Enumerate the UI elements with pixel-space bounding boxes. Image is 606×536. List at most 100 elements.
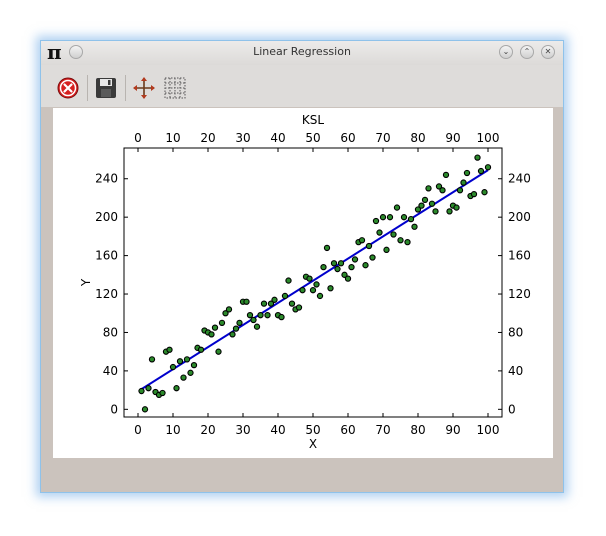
grid-tool-button[interactable] — [163, 76, 187, 100]
data-point — [159, 389, 166, 397]
data-point — [218, 319, 226, 326]
data-point — [358, 237, 366, 244]
data-point — [407, 215, 415, 223]
data-point — [309, 287, 317, 294]
x-tick-label-bottom: 30 — [235, 423, 250, 437]
y-tick-label-left: 40 — [103, 364, 118, 378]
data-point — [211, 324, 219, 331]
data-point — [173, 385, 180, 392]
y-tick-label-right: 160 — [508, 249, 531, 263]
close-tool-button[interactable] — [56, 76, 80, 100]
y-tick-label-right: 80 — [508, 325, 523, 339]
data-point — [425, 185, 432, 192]
data-point — [169, 363, 177, 371]
save-tool-button[interactable] — [94, 76, 118, 100]
data-point — [148, 356, 156, 363]
data-point — [362, 262, 369, 269]
maximize-button[interactable]: ⌃ — [520, 45, 534, 59]
data-point — [236, 319, 243, 326]
data-point — [183, 356, 191, 363]
data-point — [330, 260, 338, 267]
app-window: π Linear Regression ⌄ ⌃ ✕ — [40, 40, 564, 493]
data-point — [267, 300, 275, 307]
regression-line — [140, 169, 489, 390]
data-point — [243, 298, 250, 305]
data-point — [327, 285, 334, 292]
data-point — [225, 306, 233, 313]
y-tick-label-right: 40 — [508, 364, 523, 378]
x-tick-label-top: 20 — [200, 131, 215, 145]
x-tick-label-top: 70 — [375, 131, 390, 145]
y-tick-label-left: 240 — [95, 172, 118, 186]
y-tick-label-left: 0 — [110, 402, 118, 416]
data-point — [341, 271, 348, 278]
x-tick-label-top: 0 — [134, 131, 142, 145]
data-point — [166, 346, 173, 353]
y-tick-label-right: 120 — [508, 287, 531, 301]
x-axis-label: X — [309, 437, 317, 451]
data-point — [393, 204, 401, 211]
data-point — [421, 196, 429, 204]
data-point — [260, 300, 268, 307]
data-point — [442, 171, 450, 179]
pan-tool-button[interactable] — [132, 76, 156, 100]
x-tick-label-top: 90 — [445, 131, 460, 145]
data-point — [180, 374, 187, 381]
data-point — [222, 310, 229, 317]
data-point — [463, 169, 471, 177]
plot-area — [138, 154, 492, 413]
x-tick-label-bottom: 100 — [477, 423, 500, 437]
data-point — [295, 304, 303, 311]
y-tick-label-left: 120 — [95, 287, 118, 301]
data-point — [432, 208, 439, 215]
data-point — [197, 346, 205, 353]
data-point — [253, 323, 261, 330]
window-menu-button[interactable] — [69, 45, 83, 59]
data-point — [351, 256, 359, 263]
y-tick-label-right: 240 — [508, 172, 531, 186]
data-point — [208, 331, 215, 338]
data-point — [323, 244, 331, 252]
data-point — [435, 183, 443, 190]
data-point — [386, 214, 394, 221]
data-point — [264, 312, 271, 319]
data-point — [379, 214, 387, 221]
data-point — [138, 387, 145, 395]
x-tick-label-top: 50 — [305, 131, 320, 145]
data-point — [446, 208, 453, 215]
x-tick-label-bottom: 90 — [445, 423, 460, 437]
x-tick-label-top: 80 — [410, 131, 425, 145]
pi-app-icon: π — [47, 40, 62, 64]
data-point — [288, 300, 296, 307]
y-tick-label-left: 80 — [103, 325, 118, 339]
data-point — [316, 292, 324, 300]
toolbar — [41, 65, 563, 107]
data-point — [334, 265, 341, 273]
data-point — [250, 316, 257, 324]
data-point — [369, 254, 376, 261]
minimize-button[interactable]: ⌄ — [499, 45, 513, 59]
x-tick-label-bottom: 80 — [410, 423, 425, 437]
data-point — [411, 223, 418, 230]
data-point — [481, 189, 488, 196]
data-point — [281, 292, 289, 300]
data-point — [190, 361, 198, 369]
data-point — [372, 217, 380, 225]
data-point — [428, 200, 436, 207]
titlebar[interactable]: π Linear Regression ⌄ ⌃ ✕ — [41, 40, 563, 65]
data-point — [306, 275, 313, 282]
x-tick-label-top: 30 — [235, 131, 250, 145]
plot-canvas[interactable]: 0 0 10 10 20 20 30 30 40 40 50 50 60 60 70 70 80 80 90 90 10… — [53, 108, 553, 458]
y-tick-label-left: 200 — [95, 210, 118, 224]
y-tick-label-right: 200 — [508, 210, 531, 224]
data-point — [313, 281, 320, 288]
data-point — [474, 154, 481, 161]
data-point — [246, 312, 254, 319]
data-point — [383, 246, 390, 253]
data-point — [390, 231, 397, 238]
close-window-button[interactable]: ✕ — [541, 45, 555, 59]
data-point — [271, 296, 278, 303]
x-tick-label-top: 60 — [340, 131, 355, 145]
data-point — [470, 190, 478, 198]
close-icon — [57, 77, 79, 99]
